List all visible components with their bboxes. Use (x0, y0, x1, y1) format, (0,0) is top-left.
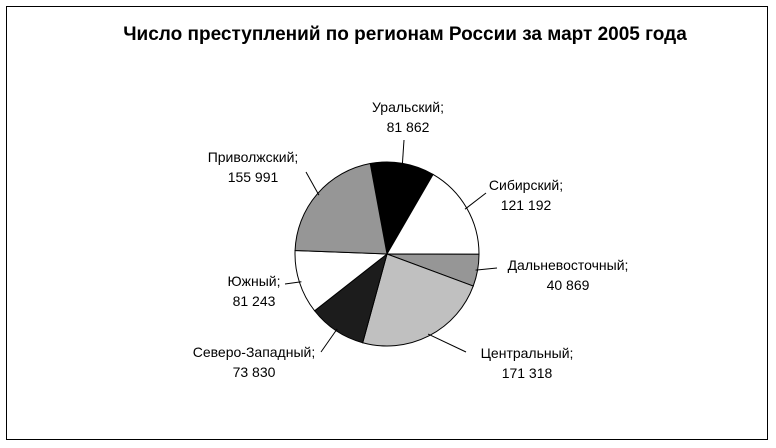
chart-title: Число преступлений по регионам России за… (123, 24, 687, 45)
leader-line (427, 333, 467, 353)
slice-label: Центральный; (481, 345, 574, 361)
slice-value-label: 73 830 (233, 364, 276, 380)
slice-value-label: 155 991 (228, 169, 279, 185)
leader-line (305, 171, 320, 196)
slice-value-label: 40 869 (547, 277, 590, 293)
slice-value-label: 81 243 (233, 293, 276, 309)
slice-label: Южный; (227, 273, 280, 289)
slice-label: Северо-Западный; (193, 344, 315, 360)
pie-slice (362, 253, 474, 347)
slice-label: Приволжский; (208, 149, 299, 165)
slice-value-label: 121 192 (501, 197, 552, 213)
leader-line (475, 267, 498, 271)
slice-value-label: 81 862 (387, 119, 430, 135)
leader-line (284, 281, 302, 285)
leader-line (401, 139, 405, 166)
leader-line (320, 328, 338, 353)
slice-label: Сибирский; (489, 177, 563, 193)
slice-label: Уральский; (372, 99, 444, 115)
pie-slice (294, 162, 388, 255)
slice-value-label: 171 318 (502, 365, 553, 381)
leader-line (464, 192, 487, 210)
slice-label: Дальневосточный; (508, 257, 629, 273)
